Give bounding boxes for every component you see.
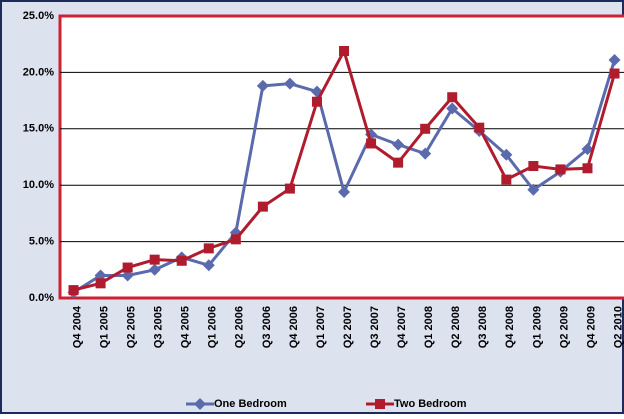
x-tick-label: Q4 2005 [180, 306, 192, 348]
point [581, 143, 594, 156]
x-tick-label: Q3 2005 [153, 306, 165, 348]
x-tick-label: Q3 2008 [477, 306, 489, 348]
y-tick-label: 25.0% [23, 10, 54, 22]
point [447, 92, 458, 103]
point [366, 138, 377, 149]
x-tick-label: Q4 2006 [288, 306, 300, 348]
y-tick-label: 0.0% [29, 292, 54, 304]
point [202, 259, 215, 272]
x-tick-label: Q4 2007 [396, 306, 408, 348]
point [392, 138, 405, 151]
point [256, 79, 269, 92]
point [609, 68, 620, 79]
point [311, 96, 322, 107]
x-tick-label: Q1 2006 [207, 306, 219, 348]
point [284, 183, 295, 194]
x-tick-label: Q2 2008 [450, 306, 462, 348]
x-tick-label: Q2 2006 [234, 306, 246, 348]
legend-label: Two Bedroom [394, 398, 467, 410]
point [420, 123, 431, 134]
point [528, 161, 539, 172]
point [501, 174, 512, 185]
y-tick-label: 20.0% [23, 66, 54, 78]
point [500, 148, 513, 161]
point [474, 122, 485, 133]
point [419, 147, 432, 160]
y-tick-label: 10.0% [23, 179, 54, 191]
point [68, 285, 79, 296]
point [527, 183, 540, 196]
point [339, 45, 350, 56]
legend-label: One Bedroom [214, 398, 287, 410]
point [230, 234, 241, 245]
point [393, 157, 404, 168]
point [95, 278, 106, 289]
y-tick-label: 5.0% [29, 236, 54, 248]
x-tick-label: Q2 2005 [126, 306, 138, 348]
x-tick-label: Q1 2007 [315, 306, 327, 348]
point [149, 254, 160, 265]
x-tick-label: Q2 2010 [612, 306, 624, 348]
x-tick-label: Q3 2007 [369, 306, 381, 348]
x-tick-label: Q4 2004 [71, 305, 83, 348]
plot-area [58, 14, 624, 300]
point [203, 243, 214, 254]
point [608, 53, 621, 66]
x-tick-label: Q1 2005 [98, 306, 110, 348]
legend-marker [375, 399, 385, 409]
x-tick-label: Q4 2008 [504, 306, 516, 348]
point [283, 77, 296, 90]
point [338, 185, 351, 198]
point [446, 102, 459, 115]
x-tick-label: Q2 2007 [342, 306, 354, 348]
x-tick-label: Q4 2009 [585, 306, 597, 348]
x-tick-label: Q1 2009 [531, 306, 543, 348]
series [68, 45, 620, 296]
x-tick-label: Q3 2006 [261, 306, 273, 348]
x-tick-label: Q1 2008 [423, 306, 435, 348]
point [122, 262, 133, 273]
point [582, 163, 593, 174]
y-tick-label: 15.0% [23, 123, 54, 135]
point [555, 164, 566, 175]
point [257, 201, 268, 212]
point [176, 255, 187, 266]
legend-marker [194, 398, 206, 410]
point [148, 263, 161, 276]
x-tick-label: Q2 2009 [558, 306, 570, 348]
